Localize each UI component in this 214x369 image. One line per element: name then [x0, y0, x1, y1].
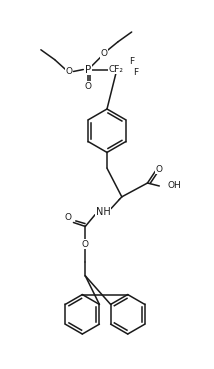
Text: P: P: [85, 65, 91, 75]
Text: F: F: [133, 68, 138, 77]
Text: O: O: [64, 213, 71, 222]
Text: O: O: [65, 67, 72, 76]
Text: F: F: [129, 57, 134, 66]
Text: NH: NH: [96, 207, 110, 217]
Text: O: O: [82, 240, 89, 249]
Text: O: O: [156, 165, 163, 174]
Text: OH: OH: [167, 182, 181, 190]
Text: CF₂: CF₂: [108, 65, 123, 74]
Text: O: O: [85, 82, 92, 91]
Text: O: O: [101, 49, 108, 58]
